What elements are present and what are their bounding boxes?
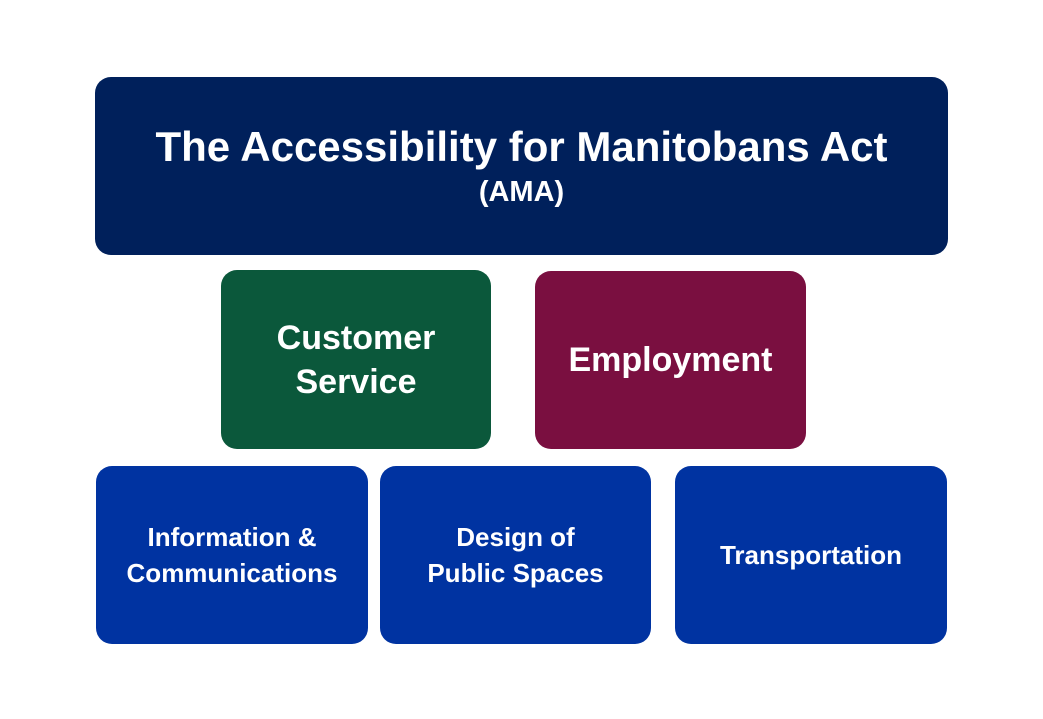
design-public-spaces-box: Design of Public Spaces	[380, 466, 651, 644]
customer-service-box: Customer Service	[221, 270, 491, 449]
transportation-box: Transportation	[675, 466, 947, 644]
transportation-label: Transportation	[719, 540, 902, 570]
employment-label: Employment	[568, 341, 773, 379]
customer-service-label: Customer Service	[276, 318, 436, 401]
design-public-spaces-label: Design of Public Spaces	[427, 522, 604, 588]
information-communications-box: Information & Communications	[96, 466, 368, 644]
act-subtitle: (AMA)	[478, 176, 565, 208]
ama-act-box: The Accessibility for Manitobans Act (AM…	[95, 77, 948, 255]
information-communications-label: Information & Communications	[126, 522, 338, 588]
employment-box: Employment	[535, 271, 806, 449]
act-title: The Accessibility for Manitobans Act	[155, 123, 888, 170]
